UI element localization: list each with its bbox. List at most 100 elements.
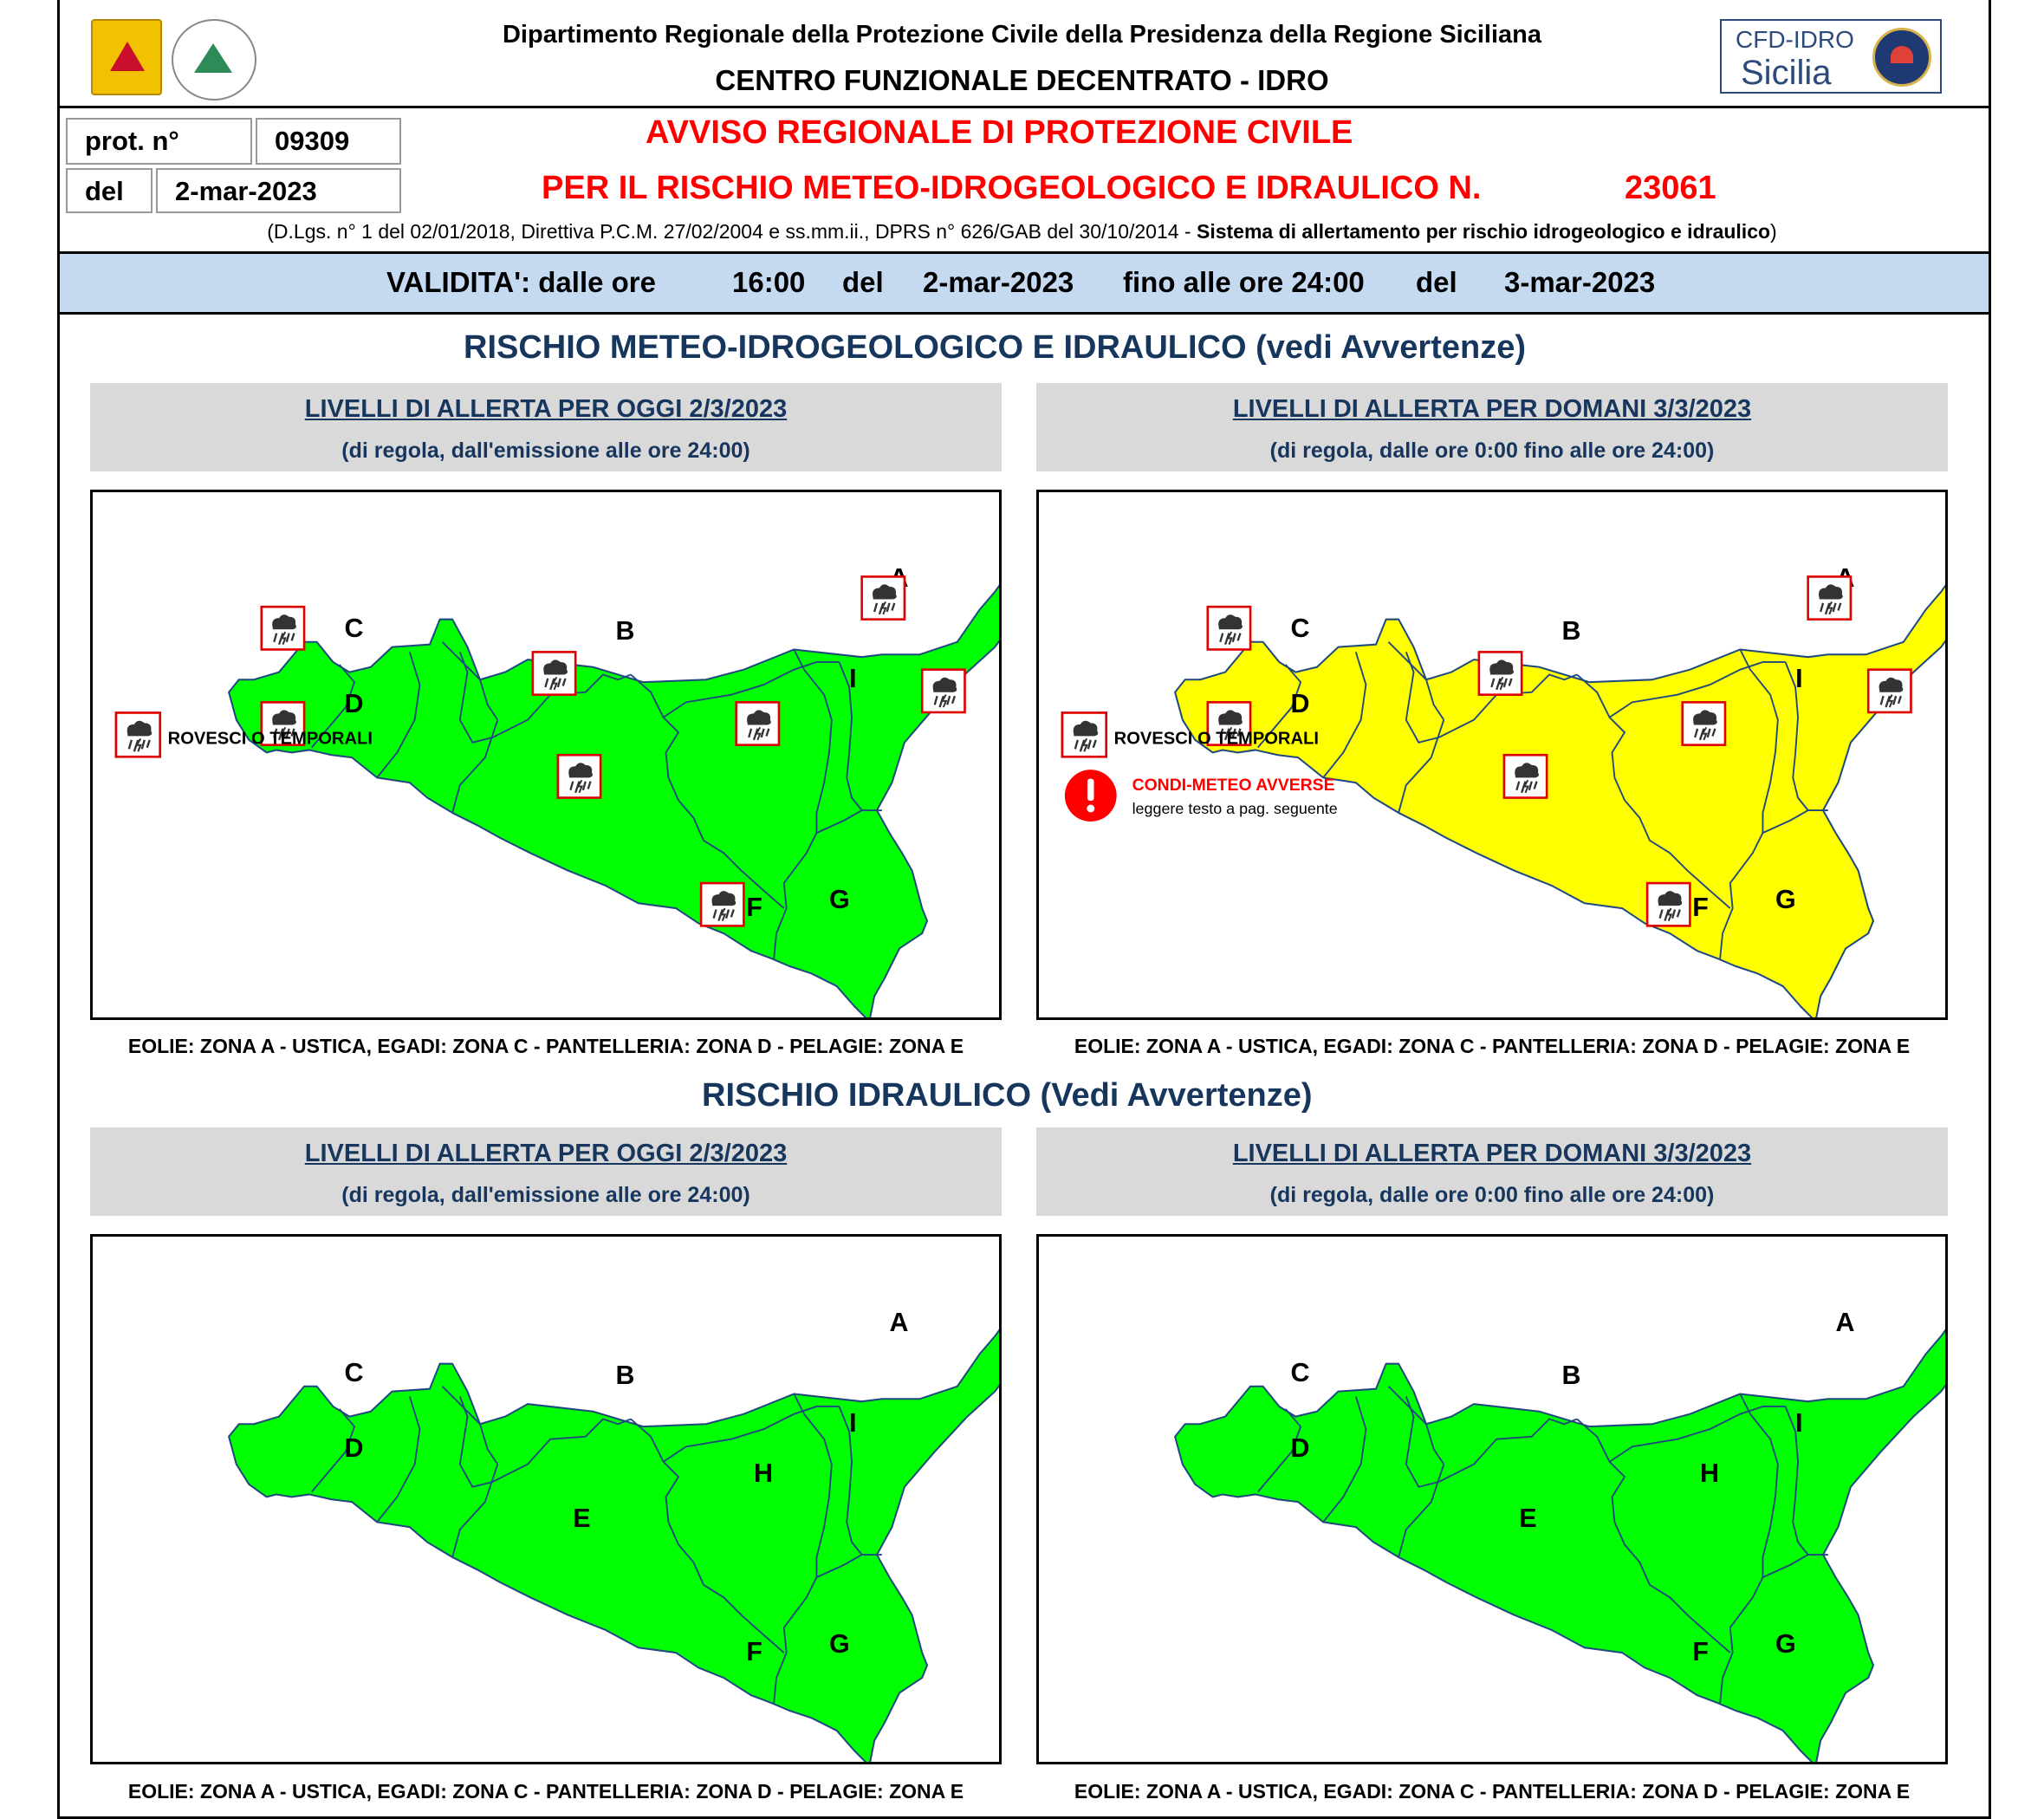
divider (57, 1816, 1991, 1819)
validity-label: VALIDITA': dalle ore (386, 266, 656, 298)
zone-border (663, 1406, 840, 1463)
panel-title: LIVELLI DI ALLERTA PER DOMANI 3/3/2023 (1232, 395, 1752, 423)
zone-border (1719, 649, 1779, 959)
zone-label-f: F (746, 893, 762, 922)
storm-icon (114, 711, 162, 758)
zone-border (663, 661, 840, 718)
map-canvas: ABCDEFGHIROVESCI O TEMPORALI (114, 563, 999, 1017)
cloud-icon (711, 891, 736, 906)
sicily-outline (228, 1329, 999, 1762)
cloud-icon (1218, 614, 1243, 630)
cloud-icon (1819, 584, 1843, 600)
lightning-icon (1886, 694, 1894, 708)
validity-until: fino alle ore 24:00 (1123, 266, 1365, 298)
zone-label-d: D (1290, 1433, 1309, 1463)
zone-border (441, 641, 499, 721)
islands-note: EOLIE: ZONA A - USTICA, EGADI: ZONA C - … (127, 1035, 964, 1057)
zone-border (1398, 1464, 1445, 1558)
map-canvas: A B C D E F G H I (1174, 1308, 1945, 1762)
cloud-icon (1515, 763, 1539, 778)
validity-del1: del (842, 266, 884, 298)
cloud-icon (932, 677, 957, 692)
zone-label-b: B (1562, 1361, 1581, 1390)
adverse-title: CONDI-METEO AVVERSE (1132, 776, 1335, 795)
cloud-icon (1218, 710, 1243, 725)
storm-icon (531, 651, 577, 696)
zone-border (1322, 1396, 1367, 1523)
validity-del2: del (1416, 266, 1457, 298)
islands-note: EOLIE: ZONA A - USTICA, EGADI: ZONA C - … (1074, 1035, 1911, 1057)
zone-label-g: G (1775, 1629, 1796, 1659)
legend-storm-label: ROVESCI O TEMPORALI (168, 729, 373, 748)
zone-border (773, 649, 833, 959)
zone-border (458, 1396, 632, 1488)
prot-value: 09309 (256, 118, 401, 165)
zone-border (1576, 1418, 1731, 1653)
notice-number: 23061 (1625, 170, 1716, 206)
zone-border (1398, 719, 1445, 814)
divider (57, 106, 1991, 108)
zone-label-g: G (829, 885, 850, 914)
cloud-icon (1489, 659, 1514, 675)
zone-border (1609, 661, 1786, 718)
page-frame (57, 0, 1991, 1819)
zone-label-d: D (344, 689, 363, 718)
lightning-icon (1497, 676, 1504, 691)
centre-title: CENTRO FUNZIONALE DECENTRATO - IDRO (715, 64, 1329, 96)
panel-title: LIVELLI DI ALLERTA PER OGGI 2/3/2023 (304, 395, 788, 423)
legal-reference: (D.Lgs. n° 1 del 02/01/2018, Direttiva P… (0, 220, 2044, 244)
zone-border (376, 1396, 421, 1523)
adverse-text: leggere testo a pag. seguente (1132, 800, 1338, 817)
zone-label-c: C (344, 614, 363, 643)
storm-icon (1477, 651, 1523, 696)
zone-label-i: I (1795, 1408, 1802, 1438)
lightning-icon (719, 907, 727, 921)
logo-line1: CFD-IDRO (1736, 26, 1854, 53)
meteo-today-header: LIVELLI DI ALLERTA PER OGGI 2/3/2023 (di… (90, 383, 1002, 471)
storm-icon (1645, 881, 1691, 927)
map-canvas: A B C D E F G H I (228, 1308, 999, 1762)
cloud-icon (272, 614, 296, 630)
storm-icon (699, 881, 745, 927)
zone-border (311, 664, 356, 749)
panel-subtitle: (di regola, dall'emissione alle ore 24:0… (341, 439, 750, 463)
zone-border (1322, 652, 1367, 778)
legal-ref-bold: Sistema di allertamento per rischio idro… (1196, 220, 1771, 243)
del-value: 2-mar-2023 (156, 168, 401, 213)
zone-border (773, 1393, 833, 1704)
zone-label-d: D (1290, 689, 1309, 718)
lightning-icon (940, 694, 948, 708)
zone-border (1387, 1386, 1445, 1465)
zone-border (1719, 1393, 1779, 1704)
meteo-tomorrow-header: LIVELLI DI ALLERTA PER DOMANI 3/3/2023 (… (1036, 383, 1948, 471)
lightning-icon (280, 631, 287, 646)
legend-storm-label: ROVESCI O TEMPORALI (1114, 729, 1319, 748)
cloud-icon (272, 710, 296, 725)
zone-border (1405, 652, 1578, 744)
zone-border (1257, 664, 1302, 749)
zone-label-f: F (1692, 1637, 1709, 1666)
sicily-outline (228, 584, 999, 1017)
lightning-icon (1522, 779, 1529, 794)
map-canvas: ABCDEFGHIROVESCI O TEMPORALICONDI-METEO … (1061, 563, 1945, 1017)
notice-title-2: PER IL RISCHIO METEO-IDROGEOLOGICO E IDR… (542, 170, 1482, 206)
map-meteo-tomorrow: ABCDEFGHIROVESCI O TEMPORALICONDI-METEO … (1036, 490, 1948, 1020)
zone-label-e: E (573, 1504, 590, 1533)
zone-border (311, 1408, 356, 1493)
storm-icon (260, 701, 306, 746)
zone-border (1762, 809, 1828, 834)
validity-from-date: 2-mar-2023 (923, 266, 1074, 298)
zone-label-h: H (754, 1458, 773, 1488)
regione-sicilia-logo (91, 19, 162, 95)
zone-label-i: I (849, 664, 856, 693)
validity-to-date: 3-mar-2023 (1504, 266, 1656, 298)
islands-note: EOLIE: ZONA A - USTICA, EGADI: ZONA C - … (127, 1780, 964, 1803)
zone-label-i: I (1795, 664, 1802, 693)
cloud-icon (543, 659, 568, 675)
zone-label-c: C (1290, 1358, 1309, 1387)
zone-border (1762, 1554, 1828, 1578)
lightning-icon (755, 726, 762, 741)
zone-label-c: C (1290, 614, 1309, 643)
